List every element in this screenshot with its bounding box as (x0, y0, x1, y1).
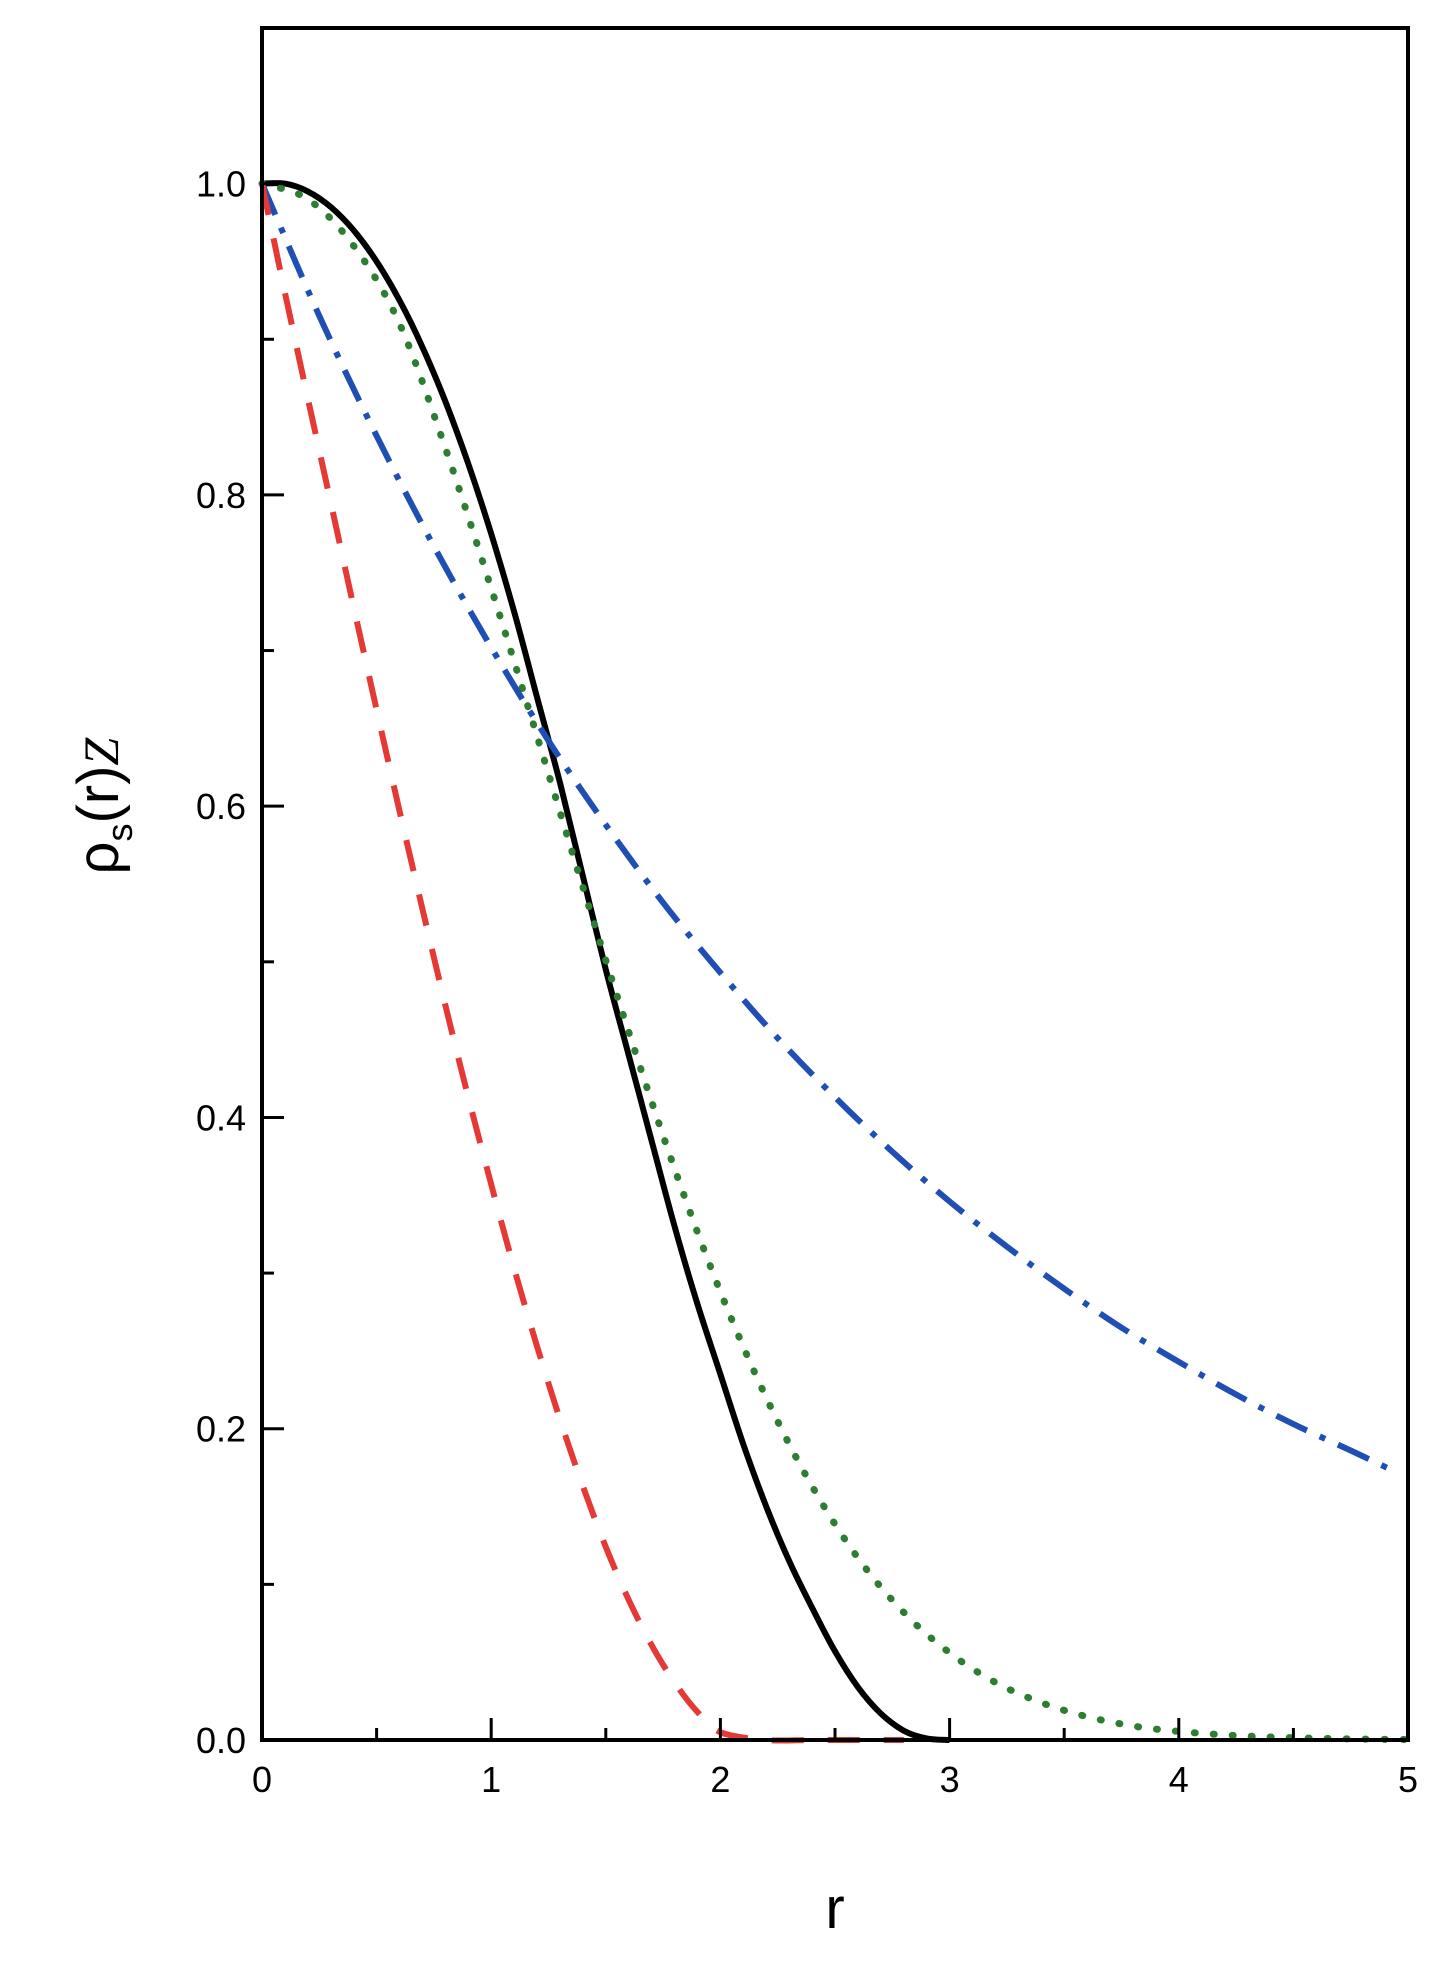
y-axis-title-suffix: Z (73, 737, 129, 766)
x-axis-title: r (825, 1876, 844, 1941)
tick-layer: 0 1 2 3 4 5 0.0 0.2 0.4 0.6 0.8 1.0 (196, 164, 1418, 1800)
series-line-solid (261, 180, 950, 1743)
x-tick-label: 5 (1398, 1759, 1418, 1800)
x-tick-label: 3 (940, 1759, 960, 1800)
x-tick-label: 2 (710, 1759, 730, 1800)
y-axis-title: ρs(r)Z (66, 737, 140, 875)
y-tick-label: 0.6 (196, 786, 246, 827)
y-tick-label: 1.0 (196, 164, 246, 205)
series-line-dashdot (259, 182, 1398, 1476)
y-axis-title-args: (r) (66, 766, 131, 824)
y-axis-title-main: ρ (66, 842, 131, 875)
x-tick-label: 0 (252, 1759, 272, 1800)
y-tick-label: 0.2 (196, 1409, 246, 1450)
y-tick-label: 0.4 (196, 1097, 246, 1138)
x-tick-label: 1 (481, 1759, 501, 1800)
y-axis-title-text: ρs(r)Z (66, 737, 140, 875)
y-tick-label: 0.0 (196, 1720, 246, 1761)
x-tick-label: 4 (1169, 1759, 1189, 1800)
y-tick-label: 0.8 (196, 475, 246, 516)
y-axis-title-subscript: s (99, 824, 140, 842)
plot-frame (260, 26, 1410, 1742)
